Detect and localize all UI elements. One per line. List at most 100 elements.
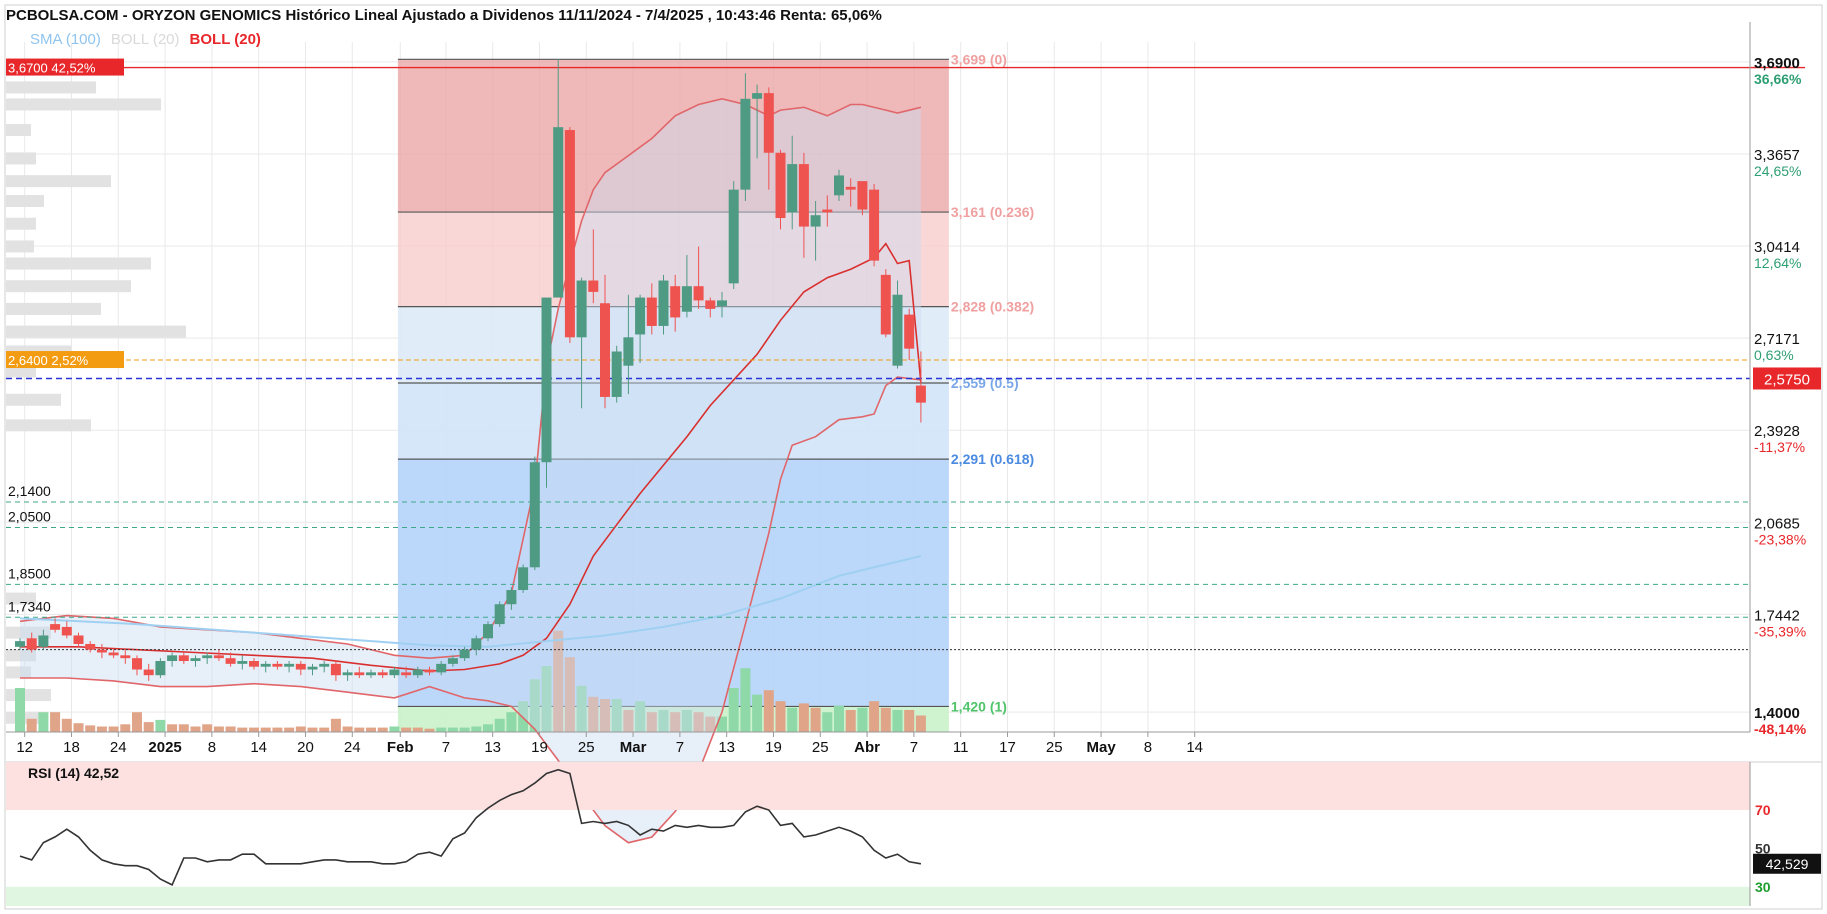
volume-profile-bar [6, 257, 151, 270]
volume-profile-bar [6, 240, 34, 253]
volume-bar [483, 724, 493, 732]
volume-bar [436, 727, 447, 732]
volume-bar [319, 727, 330, 732]
volume-bar [915, 715, 926, 732]
volume-bar [50, 712, 61, 732]
fib-label: 2,559 (0.5) [951, 375, 1019, 391]
candle-body [670, 286, 681, 318]
candle-body [295, 663, 306, 670]
volume-bar [763, 690, 774, 732]
volume-bar [26, 718, 37, 732]
volume-bar [518, 701, 529, 732]
candle-body [635, 297, 646, 335]
y-tick-percent: -23,38% [1754, 531, 1806, 547]
y-tick-label: 1,7442 [1754, 607, 1800, 624]
candle-body [681, 286, 692, 312]
candle-body [155, 661, 166, 676]
volume-bar [366, 727, 376, 732]
x-tick-label: 7 [676, 739, 684, 756]
volume-bar [588, 696, 599, 732]
level-label: 2,1400 [8, 483, 51, 499]
volume-bar [904, 710, 915, 732]
volume-bar [225, 726, 236, 732]
volume-bar [284, 727, 295, 732]
volume-bar [342, 726, 353, 732]
x-tick-label: May [1086, 739, 1116, 756]
y-tick-label: 2,3928 [1754, 423, 1800, 440]
candle-body [272, 663, 283, 667]
volume-profile-bar [6, 365, 36, 378]
fib-zone [397, 59, 949, 213]
volume-bar [740, 668, 751, 732]
candle-body [389, 669, 400, 676]
candle-body [190, 658, 201, 662]
x-tick-label: 11 [953, 739, 969, 756]
volume-profile-bar [6, 666, 31, 679]
y-tick-label: 1,4000 [1754, 705, 1800, 722]
rsi-badge [1753, 853, 1821, 874]
x-tick-label: 13 [484, 739, 501, 756]
candle-body [845, 186, 856, 190]
volume-bar [681, 710, 692, 732]
candle-body [752, 93, 763, 99]
fib-zone [397, 383, 949, 460]
volume-profile-bar [6, 81, 96, 94]
volume-bar [857, 707, 868, 732]
volume-bar [834, 705, 844, 732]
x-tick-label: 14 [250, 739, 267, 756]
volume-bar [880, 707, 891, 732]
candle-body [483, 624, 493, 639]
volume-bar [167, 724, 178, 732]
volume-bar [576, 685, 587, 732]
y-tick-label: 2,7171 [1754, 331, 1800, 348]
candle-body [506, 590, 517, 605]
y-tick-percent: 24,65% [1754, 163, 1801, 179]
volume-profile-bar [6, 98, 161, 111]
candle-body [600, 303, 610, 397]
rsi-title: RSI (14) 42,52 [28, 765, 119, 781]
candle-body [401, 672, 412, 676]
x-tick-label: 2025 [148, 739, 181, 756]
candle-body [717, 300, 727, 307]
legend-item: BOLL (20) [190, 31, 261, 48]
candle-body [518, 567, 529, 591]
candle-body [50, 624, 61, 630]
candle-body [553, 127, 564, 298]
rsi-overbought-zone [6, 762, 1750, 810]
candle-body [213, 655, 224, 659]
x-tick-label: 8 [208, 739, 216, 756]
volume-profile-bar [6, 124, 31, 137]
x-tick-label: 24 [110, 739, 127, 756]
candle-body [342, 672, 353, 676]
sma-100-line [19, 555, 922, 648]
chart-title: PCBOLSA.COM - ORYZON GENOMICS Histórico … [6, 7, 882, 24]
x-tick-label: 25 [578, 739, 595, 756]
volume-bar [506, 712, 517, 732]
volume-bar [623, 710, 634, 732]
level-label: 1,7340 [8, 598, 51, 614]
volume-bar [869, 701, 880, 732]
candle-body [366, 672, 376, 676]
fib-zone [397, 306, 949, 384]
volume-bar [728, 688, 739, 732]
level-label: 2,0500 [8, 509, 51, 525]
price-badge [1753, 367, 1821, 390]
candle-body [249, 661, 259, 667]
volume-bar [424, 728, 435, 732]
volume-bar [892, 710, 903, 732]
x-tick-label: 13 [718, 739, 735, 756]
candle-body [15, 641, 25, 647]
candle-body [541, 297, 552, 463]
volume-bar [143, 722, 154, 732]
volume-bar [658, 710, 669, 732]
candle-body [611, 351, 622, 397]
volume-bar [61, 718, 72, 732]
candle-body [225, 658, 236, 664]
candle-body [120, 655, 131, 659]
x-tick-label: Feb [387, 739, 414, 756]
volume-bar [705, 716, 716, 732]
volume-profile-bar [6, 649, 36, 662]
rsi-oversold-zone [6, 886, 1750, 906]
candle-body [436, 663, 447, 673]
